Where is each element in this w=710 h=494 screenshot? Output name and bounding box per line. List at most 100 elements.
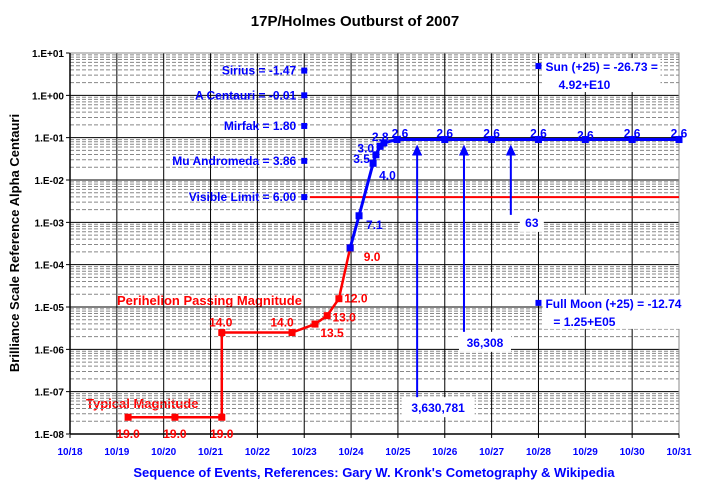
data-point — [488, 136, 496, 144]
data-label: 19.0 — [210, 427, 234, 441]
x-tick-label: 10/31 — [666, 447, 691, 458]
x-tick-label: 10/29 — [573, 447, 598, 458]
data-label: 2.6 — [624, 127, 641, 141]
full-moon-label-box — [542, 294, 683, 329]
arrow-label-box — [401, 397, 475, 418]
arrow-label: 63 — [525, 216, 539, 230]
data-label: 3.0 — [357, 141, 374, 155]
data-point — [218, 413, 226, 421]
y-tick-label: 1.E-02 — [35, 176, 65, 187]
arrow-label: 36,308 — [467, 336, 504, 350]
arrow-label: 3,630,781 — [411, 401, 465, 415]
data-label: 12.0 — [344, 292, 368, 306]
reference-label: Mu Andromeda = 3.86 — [172, 154, 296, 168]
data-label: 2.6 — [671, 127, 688, 141]
x-tick-label: 10/28 — [526, 447, 551, 458]
data-point — [372, 151, 380, 159]
x-tick-label: 10/27 — [479, 447, 504, 458]
data-label: 2.8 — [372, 130, 389, 144]
data-label: 3.5 — [353, 152, 370, 166]
data-point — [581, 136, 589, 144]
reference-marker — [301, 92, 308, 99]
reference-label: Mirfak = 1.80 — [224, 119, 297, 133]
sun-label-line2: 4.92+E10 — [559, 78, 611, 92]
sun-marker — [535, 63, 542, 70]
sun-label-line1: Sun (+25) = -26.73 = — [545, 60, 657, 74]
x-tick-label: 10/30 — [620, 447, 645, 458]
data-label: 13.5 — [320, 326, 344, 340]
arrow-label-box — [519, 211, 544, 232]
x-tick-label: 10/24 — [339, 447, 364, 458]
data-point — [376, 142, 384, 150]
y-axis-title: Brilliance Scale Reference Alpha Centaur… — [7, 114, 22, 372]
data-label: 9.0 — [364, 250, 381, 264]
reference-marker — [301, 194, 308, 201]
chart-title: 17P/Holmes Outburst of 2007 — [251, 13, 459, 30]
y-tick-label: 1.E-07 — [35, 388, 65, 399]
data-point — [335, 295, 343, 303]
y-tick-label: 1.E+01 — [32, 49, 64, 60]
y-tick-label: 1.E-06 — [35, 345, 65, 356]
data-point — [441, 136, 449, 144]
data-label: 2.6 — [392, 127, 409, 141]
arrow-up-icon — [505, 144, 516, 156]
data-label: 4.0 — [379, 168, 396, 182]
data-point — [124, 413, 132, 421]
data-label: 19.0 — [163, 427, 187, 441]
data-label: 13.0 — [333, 311, 357, 325]
reference-label: Sirius = -1.47 — [222, 64, 297, 78]
x-tick-label: 10/25 — [385, 447, 410, 458]
full-moon-marker — [535, 299, 542, 306]
reference-marker — [301, 122, 308, 129]
reference-marker — [301, 67, 308, 74]
data-label: 14.0 — [209, 316, 233, 330]
data-label: 2.6 — [483, 127, 500, 141]
annotation-typical: Typical Magnitude — [86, 396, 198, 411]
data-point — [218, 329, 226, 337]
x-tick-label: 10/21 — [198, 447, 223, 458]
annotation-perihelion: Perihelion Passing Magnitude — [117, 293, 302, 308]
full-moon-label-line1: Full Moon (+25) = -12.74 — [545, 297, 681, 311]
x-axis-title: Sequence of Events, References: Gary W. … — [133, 465, 615, 480]
y-tick-label: 1.E-04 — [35, 261, 65, 272]
data-point — [311, 320, 319, 328]
y-tick-label: 1.E-08 — [35, 430, 65, 441]
y-tick-label: 1.E-01 — [35, 134, 65, 145]
x-tick-label: 10/18 — [57, 447, 82, 458]
data-point — [393, 136, 401, 144]
data-point — [380, 139, 388, 147]
data-point — [355, 212, 363, 220]
arrow-up-icon — [458, 144, 469, 156]
data-point — [534, 136, 542, 144]
data-label: 2.6 — [436, 127, 453, 141]
sun-label-box — [542, 58, 661, 93]
y-tick-label: 1.E-05 — [35, 303, 65, 314]
data-point — [675, 136, 683, 144]
reference-marker — [301, 157, 308, 164]
arrow-label-box — [458, 331, 511, 352]
data-label: 14.0 — [270, 316, 294, 330]
full-moon-label-line2: = 1.25+E05 — [553, 315, 615, 329]
x-tick-label: 10/22 — [245, 447, 270, 458]
reference-label: Visible Limit = 6.00 — [189, 190, 297, 204]
data-point — [346, 244, 354, 252]
data-point — [288, 329, 296, 337]
x-tick-label: 10/26 — [432, 447, 457, 458]
plot-frame — [69, 52, 680, 435]
arrow-up-icon — [412, 144, 423, 156]
data-point — [628, 136, 636, 144]
x-tick-label: 10/19 — [104, 447, 129, 458]
y-tick-label: 1.E+00 — [32, 91, 64, 102]
data-label: 19.0 — [116, 427, 140, 441]
x-tick-label: 10/23 — [292, 447, 317, 458]
data-label: 2.6 — [577, 129, 594, 143]
reference-label: A Centauri = -0.01 — [195, 88, 297, 102]
data-point — [323, 312, 331, 320]
y-tick-label: 1.E-03 — [35, 218, 65, 229]
data-point — [171, 413, 179, 421]
data-label: 2.6 — [530, 127, 547, 141]
data-label: 7.1 — [366, 218, 383, 232]
data-point — [369, 159, 377, 167]
